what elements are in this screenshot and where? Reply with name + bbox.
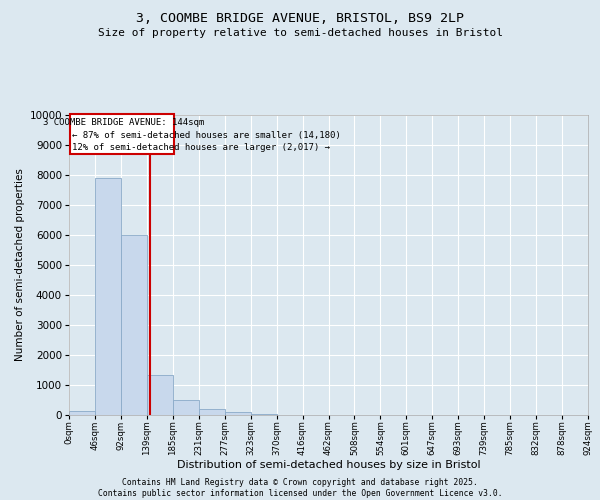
FancyBboxPatch shape — [70, 114, 174, 154]
Bar — [225, 412, 251, 415]
Bar — [251, 414, 277, 415]
Text: Size of property relative to semi-detached houses in Bristol: Size of property relative to semi-detach… — [97, 28, 503, 38]
Text: 3 COOMBE BRIDGE AVENUE: 144sqm: 3 COOMBE BRIDGE AVENUE: 144sqm — [43, 118, 205, 127]
Bar — [147, 374, 173, 415]
Text: Contains HM Land Registry data © Crown copyright and database right 2025.
Contai: Contains HM Land Registry data © Crown c… — [98, 478, 502, 498]
Bar — [69, 411, 95, 415]
Bar — [95, 178, 121, 415]
Text: ← 87% of semi-detached houses are smaller (14,180): ← 87% of semi-detached houses are smalle… — [71, 132, 340, 140]
Bar — [173, 400, 199, 415]
Bar — [199, 409, 224, 415]
Text: 12% of semi-detached houses are larger (2,017) →: 12% of semi-detached houses are larger (… — [71, 144, 329, 152]
Y-axis label: Number of semi-detached properties: Number of semi-detached properties — [15, 168, 25, 362]
X-axis label: Distribution of semi-detached houses by size in Bristol: Distribution of semi-detached houses by … — [176, 460, 481, 469]
Bar — [121, 235, 147, 415]
Text: 3, COOMBE BRIDGE AVENUE, BRISTOL, BS9 2LP: 3, COOMBE BRIDGE AVENUE, BRISTOL, BS9 2L… — [136, 12, 464, 26]
